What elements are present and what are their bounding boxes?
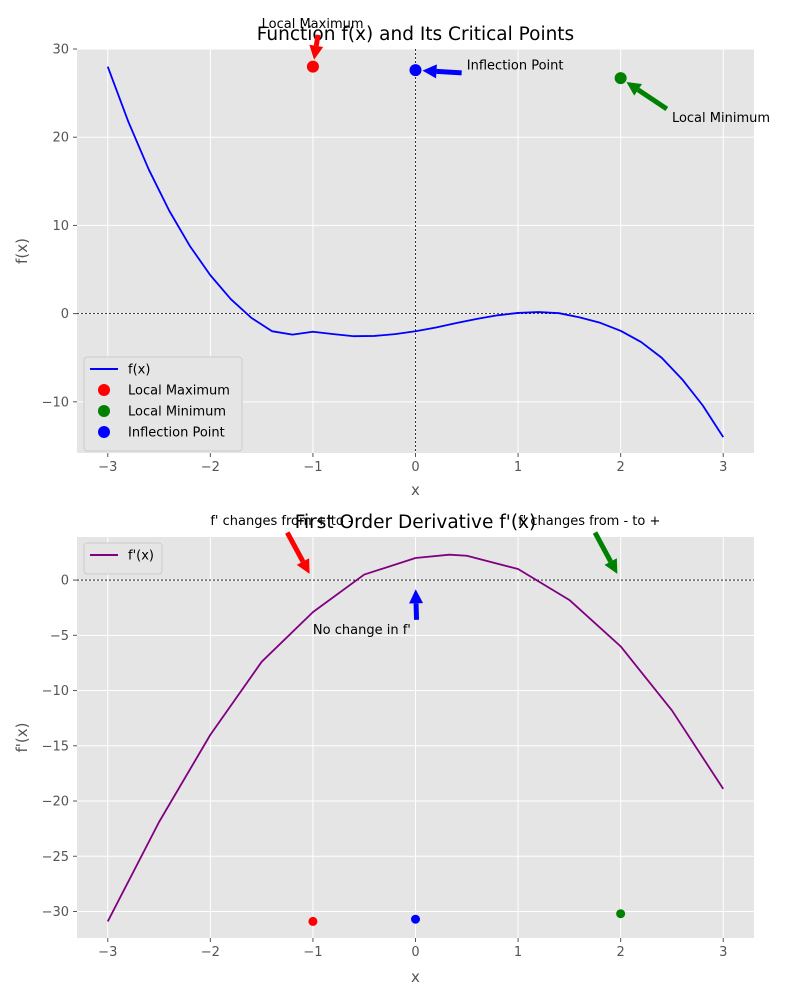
legend-label: f'(x): [128, 549, 154, 564]
annotation-arrow-head: [422, 64, 437, 79]
annotation-label: f' changes from + to -: [210, 514, 353, 529]
y-tick-label: 10: [52, 219, 69, 234]
y-tick-label: −5: [50, 629, 69, 644]
y-tick-label: −10: [42, 395, 69, 410]
derivative-chart-panel: −3 −2 −1 0 1 2 3−30−25−20−15−10−50xf'(x)First …: [13, 512, 754, 986]
y-axis-label: f(x): [13, 238, 31, 264]
x-tick-label: 1: [514, 945, 522, 960]
annotation-label: Inflection Point: [467, 58, 564, 73]
annotation-arrow-shaft: [285, 531, 306, 563]
marker-inflection-point: [409, 64, 422, 77]
x-tick-label: −1: [303, 460, 322, 475]
annotation-label: Local Maximum: [262, 17, 364, 32]
x-axis-label: x: [411, 481, 420, 499]
y-tick-label: −25: [42, 850, 69, 865]
annotation-arrow-shaft: [636, 87, 669, 112]
legend-marker: [98, 426, 110, 438]
annotation-label: f' changes from - to +: [518, 514, 660, 529]
annotation-arrow-head: [309, 44, 324, 60]
x-tick-label: −2: [201, 460, 220, 475]
legend-marker: [98, 405, 110, 417]
y-tick-label: 30: [52, 43, 69, 58]
legend-label: Local Maximum: [128, 384, 230, 399]
y-tick-label: −10: [42, 684, 69, 699]
x-tick-label: 2: [617, 460, 625, 475]
legend-marker: [98, 384, 110, 396]
annotation-arrow-shaft: [313, 34, 321, 47]
annotation-arrow-head: [604, 558, 618, 574]
y-tick-label: 20: [52, 131, 69, 146]
x-tick-label: −2: [201, 945, 220, 960]
series-line: [106, 66, 724, 438]
series-line: [106, 553, 724, 922]
marker-local-maximum: [306, 60, 319, 73]
y-tick-label: 0: [61, 307, 69, 322]
chart-title: First Order Derivative f'(x): [295, 512, 537, 533]
x-tick-label: −3: [98, 460, 117, 475]
x-tick-label: 0: [411, 460, 419, 475]
marker-local-maximum: [308, 916, 318, 926]
annotation-arrow-shaft: [436, 68, 462, 76]
y-axis-label: f'(x): [13, 723, 31, 753]
annotation-arrow-head: [409, 589, 424, 604]
legend-label: Local Minimum: [128, 405, 226, 420]
y-tick-label: −15: [42, 739, 69, 754]
x-tick-label: 3: [719, 945, 727, 960]
annotation-arrow-shaft: [592, 531, 613, 563]
chart-title: Function f(x) and Its Critical Points: [257, 24, 574, 45]
x-tick-label: −3: [98, 945, 117, 960]
x-tick-label: −1: [303, 945, 322, 960]
y-tick-label: −30: [42, 905, 69, 920]
annotation-label: Local Minimum: [672, 111, 770, 126]
x-tick-label: 0: [411, 945, 419, 960]
annotation-arrow-head: [626, 82, 642, 96]
annotation-label: No change in f': [313, 623, 411, 638]
x-tick-label: 2: [617, 945, 625, 960]
y-tick-label: 0: [61, 574, 69, 589]
y-tick-label: −20: [42, 795, 69, 810]
legend-box: [83, 356, 243, 452]
legend-box: [83, 542, 163, 575]
annotation-arrow-head: [296, 558, 310, 574]
legend-label: Inflection Point: [128, 426, 225, 441]
marker-local-minimum: [616, 909, 626, 919]
x-axis-label: x: [411, 968, 420, 986]
legend-label: f(x): [128, 363, 150, 378]
x-tick-label: 1: [514, 460, 522, 475]
marker-inflection-point: [411, 914, 420, 924]
marker-local-minimum: [614, 72, 627, 85]
x-tick-label: 3: [719, 460, 727, 475]
